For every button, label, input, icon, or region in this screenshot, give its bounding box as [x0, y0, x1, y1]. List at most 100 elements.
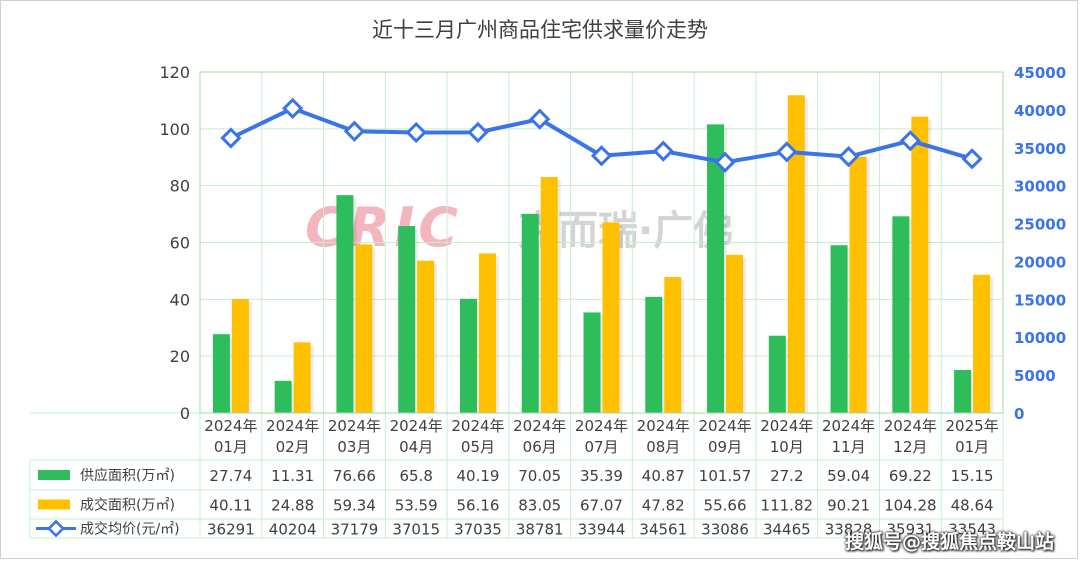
table-cell: 53.59 — [395, 497, 438, 515]
legend-key-supply — [38, 470, 70, 480]
x-tick-label-month: 10月 — [770, 438, 804, 456]
table-cell: 40.11 — [209, 497, 252, 515]
y-right-tick-label: 0 — [1014, 405, 1024, 423]
x-tick-label-year: 2024年 — [328, 417, 381, 435]
table-cell: 15.15 — [951, 467, 994, 485]
bar-deal — [787, 95, 805, 413]
bar-deal — [973, 274, 991, 413]
x-tick-label-year: 2024年 — [451, 417, 504, 435]
bar-deal — [849, 156, 867, 413]
x-tick-label-month: 05月 — [461, 438, 495, 456]
bar-deal — [355, 244, 373, 413]
x-tick-label-year: 2024年 — [266, 417, 319, 435]
y-left-tick-label: 120 — [159, 63, 190, 82]
table-cell: 33944 — [578, 521, 626, 539]
bar-deal — [540, 176, 558, 413]
legend-label: 供应面积(万㎡) — [80, 467, 175, 484]
table-cell: 40204 — [269, 521, 317, 539]
table-cell: 40.87 — [642, 467, 685, 485]
bar-deal — [231, 299, 249, 413]
x-tick-label-month: 08月 — [646, 438, 680, 456]
table-cell: 24.88 — [271, 497, 314, 515]
plot-border — [199, 71, 1004, 414]
bar-deal — [726, 254, 744, 413]
bar-supply — [583, 312, 601, 413]
bar-supply — [336, 195, 354, 413]
point-price — [776, 141, 798, 163]
x-tick-label-year: 2024年 — [204, 417, 257, 435]
point-price — [899, 130, 921, 152]
table-cell: 36291 — [207, 521, 255, 539]
table-cell: 83.05 — [518, 497, 561, 515]
point-price — [220, 127, 242, 149]
watermark-logo: CRIC — [305, 196, 462, 259]
y-left-tick-label: 100 — [159, 120, 190, 139]
x-tick-label-year: 2024年 — [884, 417, 937, 435]
y-right-tick-label: 10000 — [1014, 329, 1066, 347]
table-cell: 35.39 — [580, 467, 623, 485]
table-cell: 33086 — [701, 521, 749, 539]
table-cell: 27.74 — [209, 467, 252, 485]
x-tick-label-year: 2024年 — [822, 417, 875, 435]
y-left-tick-label: 80 — [170, 177, 190, 196]
table-cell: 69.22 — [889, 467, 932, 485]
table-cell: 47.82 — [642, 497, 685, 515]
table-cell: 37035 — [454, 521, 502, 539]
legend-label: 成交面积(万㎡) — [80, 497, 175, 514]
y-right-tick-label: 35000 — [1014, 140, 1066, 158]
x-tick-label-month: 09月 — [708, 438, 742, 456]
x-tick-label-month: 07月 — [584, 438, 618, 456]
table-cell: 55.66 — [704, 497, 747, 515]
footer-watermark: 搜狐号@搜狐焦点鞍山站 — [844, 531, 1054, 553]
bar-supply — [274, 380, 292, 413]
x-tick-label-month: 06月 — [523, 438, 557, 456]
x-tick-label-year: 2024年 — [513, 417, 566, 435]
table-cell: 56.16 — [456, 497, 499, 515]
x-tick-label-year: 2024年 — [760, 417, 813, 435]
bar-deal — [602, 222, 620, 413]
y-left-tick-label: 40 — [170, 290, 190, 309]
y-right-tick-label: 15000 — [1014, 291, 1066, 309]
table-cell: 27.2 — [770, 467, 803, 485]
table-cell: 34465 — [763, 521, 811, 539]
y-left-tick-label: 20 — [170, 347, 190, 366]
table-cell: 38781 — [516, 521, 564, 539]
y-right-tick-label: 25000 — [1014, 216, 1066, 234]
x-tick-label-month: 04月 — [399, 438, 433, 456]
x-tick-label-year: 2024年 — [390, 417, 443, 435]
legend-key-price-marker — [47, 519, 65, 538]
table-cell: 101.57 — [699, 467, 752, 485]
bar-supply — [398, 226, 416, 413]
table-cell: 70.05 — [518, 467, 561, 485]
bar-deal — [664, 277, 682, 413]
x-tick-label-month: 03月 — [337, 438, 371, 456]
bar-supply — [212, 334, 230, 413]
table-cell: 67.07 — [580, 497, 623, 515]
legend-key-deal — [38, 499, 70, 510]
x-tick-label-month: 11月 — [832, 438, 866, 456]
bar-deal — [911, 116, 929, 414]
point-price — [837, 146, 860, 168]
bar-deal — [417, 260, 435, 413]
table-cell: 33543 — [948, 521, 996, 539]
table-cell: 34561 — [639, 521, 687, 539]
bar-supply — [830, 245, 848, 413]
y-right-tick-label: 45000 — [1014, 64, 1066, 82]
point-price — [467, 121, 489, 143]
bar-supply — [768, 335, 786, 413]
x-tick-label-year: 2025年 — [946, 417, 999, 435]
x-tick-label-month: 01月 — [955, 438, 989, 456]
bar-supply — [954, 369, 972, 413]
table-cell: 104.28 — [884, 497, 937, 515]
x-tick-label-month: 01月 — [214, 438, 248, 456]
bar-supply — [892, 216, 910, 413]
table-cell: 11.31 — [271, 467, 314, 485]
table-cell: 37179 — [331, 521, 379, 539]
point-price — [590, 145, 613, 167]
y-right-tick-label: 30000 — [1014, 178, 1066, 196]
bar-supply — [645, 296, 663, 413]
x-tick-label-month: 12月 — [893, 438, 927, 456]
table-cell: 59.04 — [827, 467, 870, 485]
